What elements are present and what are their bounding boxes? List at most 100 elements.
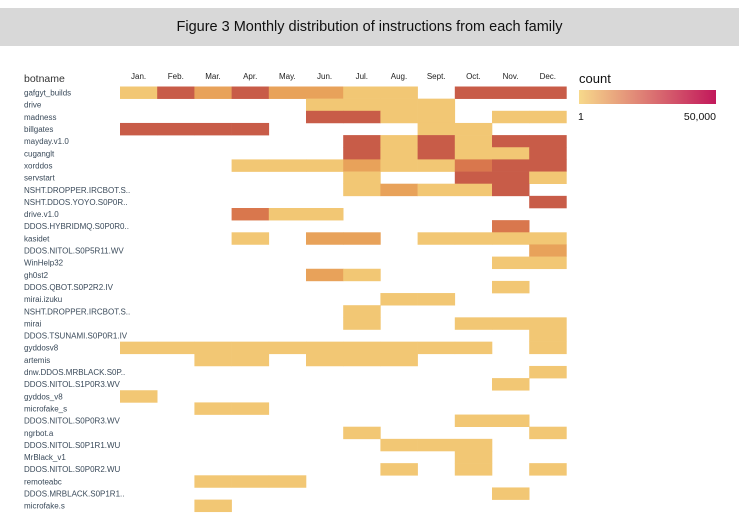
heatmap-cell: [529, 317, 567, 330]
heatmap-cell: [268, 86, 307, 99]
row-label: servstart: [24, 174, 55, 183]
figure-title: Figure 3 Monthly distribution of instruc…: [176, 19, 563, 35]
heatmap-cell: [120, 341, 158, 355]
month-label: Aug.: [391, 72, 407, 81]
heatmap-cell: [306, 232, 344, 245]
heatmap-cell: [492, 110, 530, 124]
heatmap-cells: [120, 86, 567, 513]
heatmap-cell: [194, 475, 232, 488]
row-label: NSHT.DDOS.YOYO.S0P0R..: [24, 198, 128, 207]
heatmap-cell: [157, 122, 195, 136]
heatmap-cell: [343, 98, 381, 112]
row-label: NSHT.DROPPER.IRCBOT.S..: [24, 307, 130, 316]
heatmap-cell: [306, 268, 344, 282]
heatmap-cell: [454, 86, 493, 99]
heatmap-cell: [306, 341, 344, 355]
heatmap-cell: [380, 159, 418, 172]
row-label: microfake_s: [24, 404, 67, 413]
heatmap-cell: [492, 159, 530, 172]
heatmap-cell: [231, 208, 270, 221]
row-label: DDOS.NITOL.S1P0R3.WV: [24, 380, 121, 389]
heatmap-cell: [529, 426, 567, 440]
month-labels: Jan. Feb. Mar. Apr. May. Jun. Jul. Aug. Sept. Oct…: [131, 72, 556, 81]
heatmap-cell: [231, 159, 270, 172]
heatmap-cell: [454, 122, 493, 136]
heatmap-cell: [343, 317, 381, 330]
heatmap-cell: [268, 341, 307, 355]
heatmap-cell: [454, 463, 493, 476]
heatmap-cell: [529, 329, 567, 342]
heatmap-cell: [454, 317, 493, 330]
heatmap-cell: [492, 232, 530, 245]
heatmap-cell: [343, 147, 381, 160]
row-label: remoteabc: [24, 477, 62, 486]
row-label: gyddosv8: [24, 344, 59, 353]
heatmap-cell: [194, 122, 232, 136]
heatmap-cell: [492, 487, 530, 500]
heatmap-cell: [417, 147, 456, 160]
heatmap-cell: [306, 353, 344, 367]
heatmap-cell: [492, 183, 530, 197]
row-label: artemis: [24, 356, 50, 365]
row-label: madness: [24, 113, 56, 122]
heatmap-cell: [454, 341, 493, 355]
heatmap-cell: [454, 438, 493, 452]
heatmap-cell: [380, 98, 418, 112]
heatmap-cell: [343, 171, 381, 184]
month-label: Feb.: [168, 72, 184, 81]
heatmap-cell: [343, 183, 381, 197]
heatmap-cell: [380, 341, 418, 355]
heatmap-cell: [529, 341, 567, 355]
heatmap-cell: [380, 183, 418, 197]
figure-title-bar: Figure 3 Monthly distribution of instruc…: [0, 8, 739, 46]
heatmap-cell: [380, 438, 418, 452]
month-label: Sept.: [427, 72, 446, 81]
month-label: Dec.: [540, 72, 556, 81]
row-axis-title: botname: [24, 73, 65, 85]
heatmap-cell: [231, 232, 270, 245]
row-label: DDOS.MRBLACK.S0P1R1..: [24, 490, 124, 499]
heatmap-cell: [492, 147, 530, 160]
heatmap-cell: [343, 426, 381, 440]
row-label: DDOS.NITOL.S0P0R2.WU: [24, 465, 121, 474]
row-label: ngrbot.a: [24, 429, 54, 438]
heatmap-cell: [194, 341, 232, 355]
heatmap-cell: [343, 353, 381, 367]
heatmap-cell: [454, 171, 493, 184]
row-label: NSHT.DROPPER.IRCBOT.S..: [24, 186, 130, 195]
heatmap-cell: [380, 86, 418, 99]
heatmap-cell: [157, 86, 195, 99]
heatmap-cell: [417, 293, 456, 306]
month-label: Jan.: [131, 72, 146, 81]
heatmap-cell: [492, 378, 530, 391]
heatmap-cell: [231, 402, 270, 415]
heatmap-cell: [529, 147, 567, 160]
heatmap-cell: [417, 341, 456, 355]
heatmap-cell: [306, 208, 344, 221]
heatmap-cell: [194, 499, 232, 513]
row-label: gafgyt_builds: [24, 89, 71, 98]
heatmap-cell: [380, 147, 418, 160]
heatmap-cell: [417, 110, 456, 124]
heatmap-cell: [492, 256, 530, 270]
month-label: Mar.: [205, 72, 221, 81]
row-label: MrBlack_v1: [24, 453, 66, 462]
row-label: mirai.izuku: [24, 295, 62, 304]
heatmap-cell: [306, 98, 344, 112]
row-label: kasidet: [24, 234, 50, 243]
heatmap-cell: [343, 232, 381, 245]
heatmap-cell: [380, 135, 418, 148]
heatmap-cell: [343, 268, 381, 282]
row-label: gyddos_v8: [24, 392, 63, 401]
month-label: Jul.: [356, 72, 368, 81]
heatmap-cell: [454, 414, 493, 427]
heatmap-cell: [417, 438, 456, 452]
row-label: DDOS.QBOT.S0P2R2.IV: [24, 283, 114, 292]
heatmap-cell: [492, 414, 530, 427]
row-label: billgates: [24, 125, 53, 134]
heatmap-cell: [343, 341, 381, 355]
heatmap-cell: [380, 110, 418, 124]
heatmap-cell: [529, 159, 567, 172]
